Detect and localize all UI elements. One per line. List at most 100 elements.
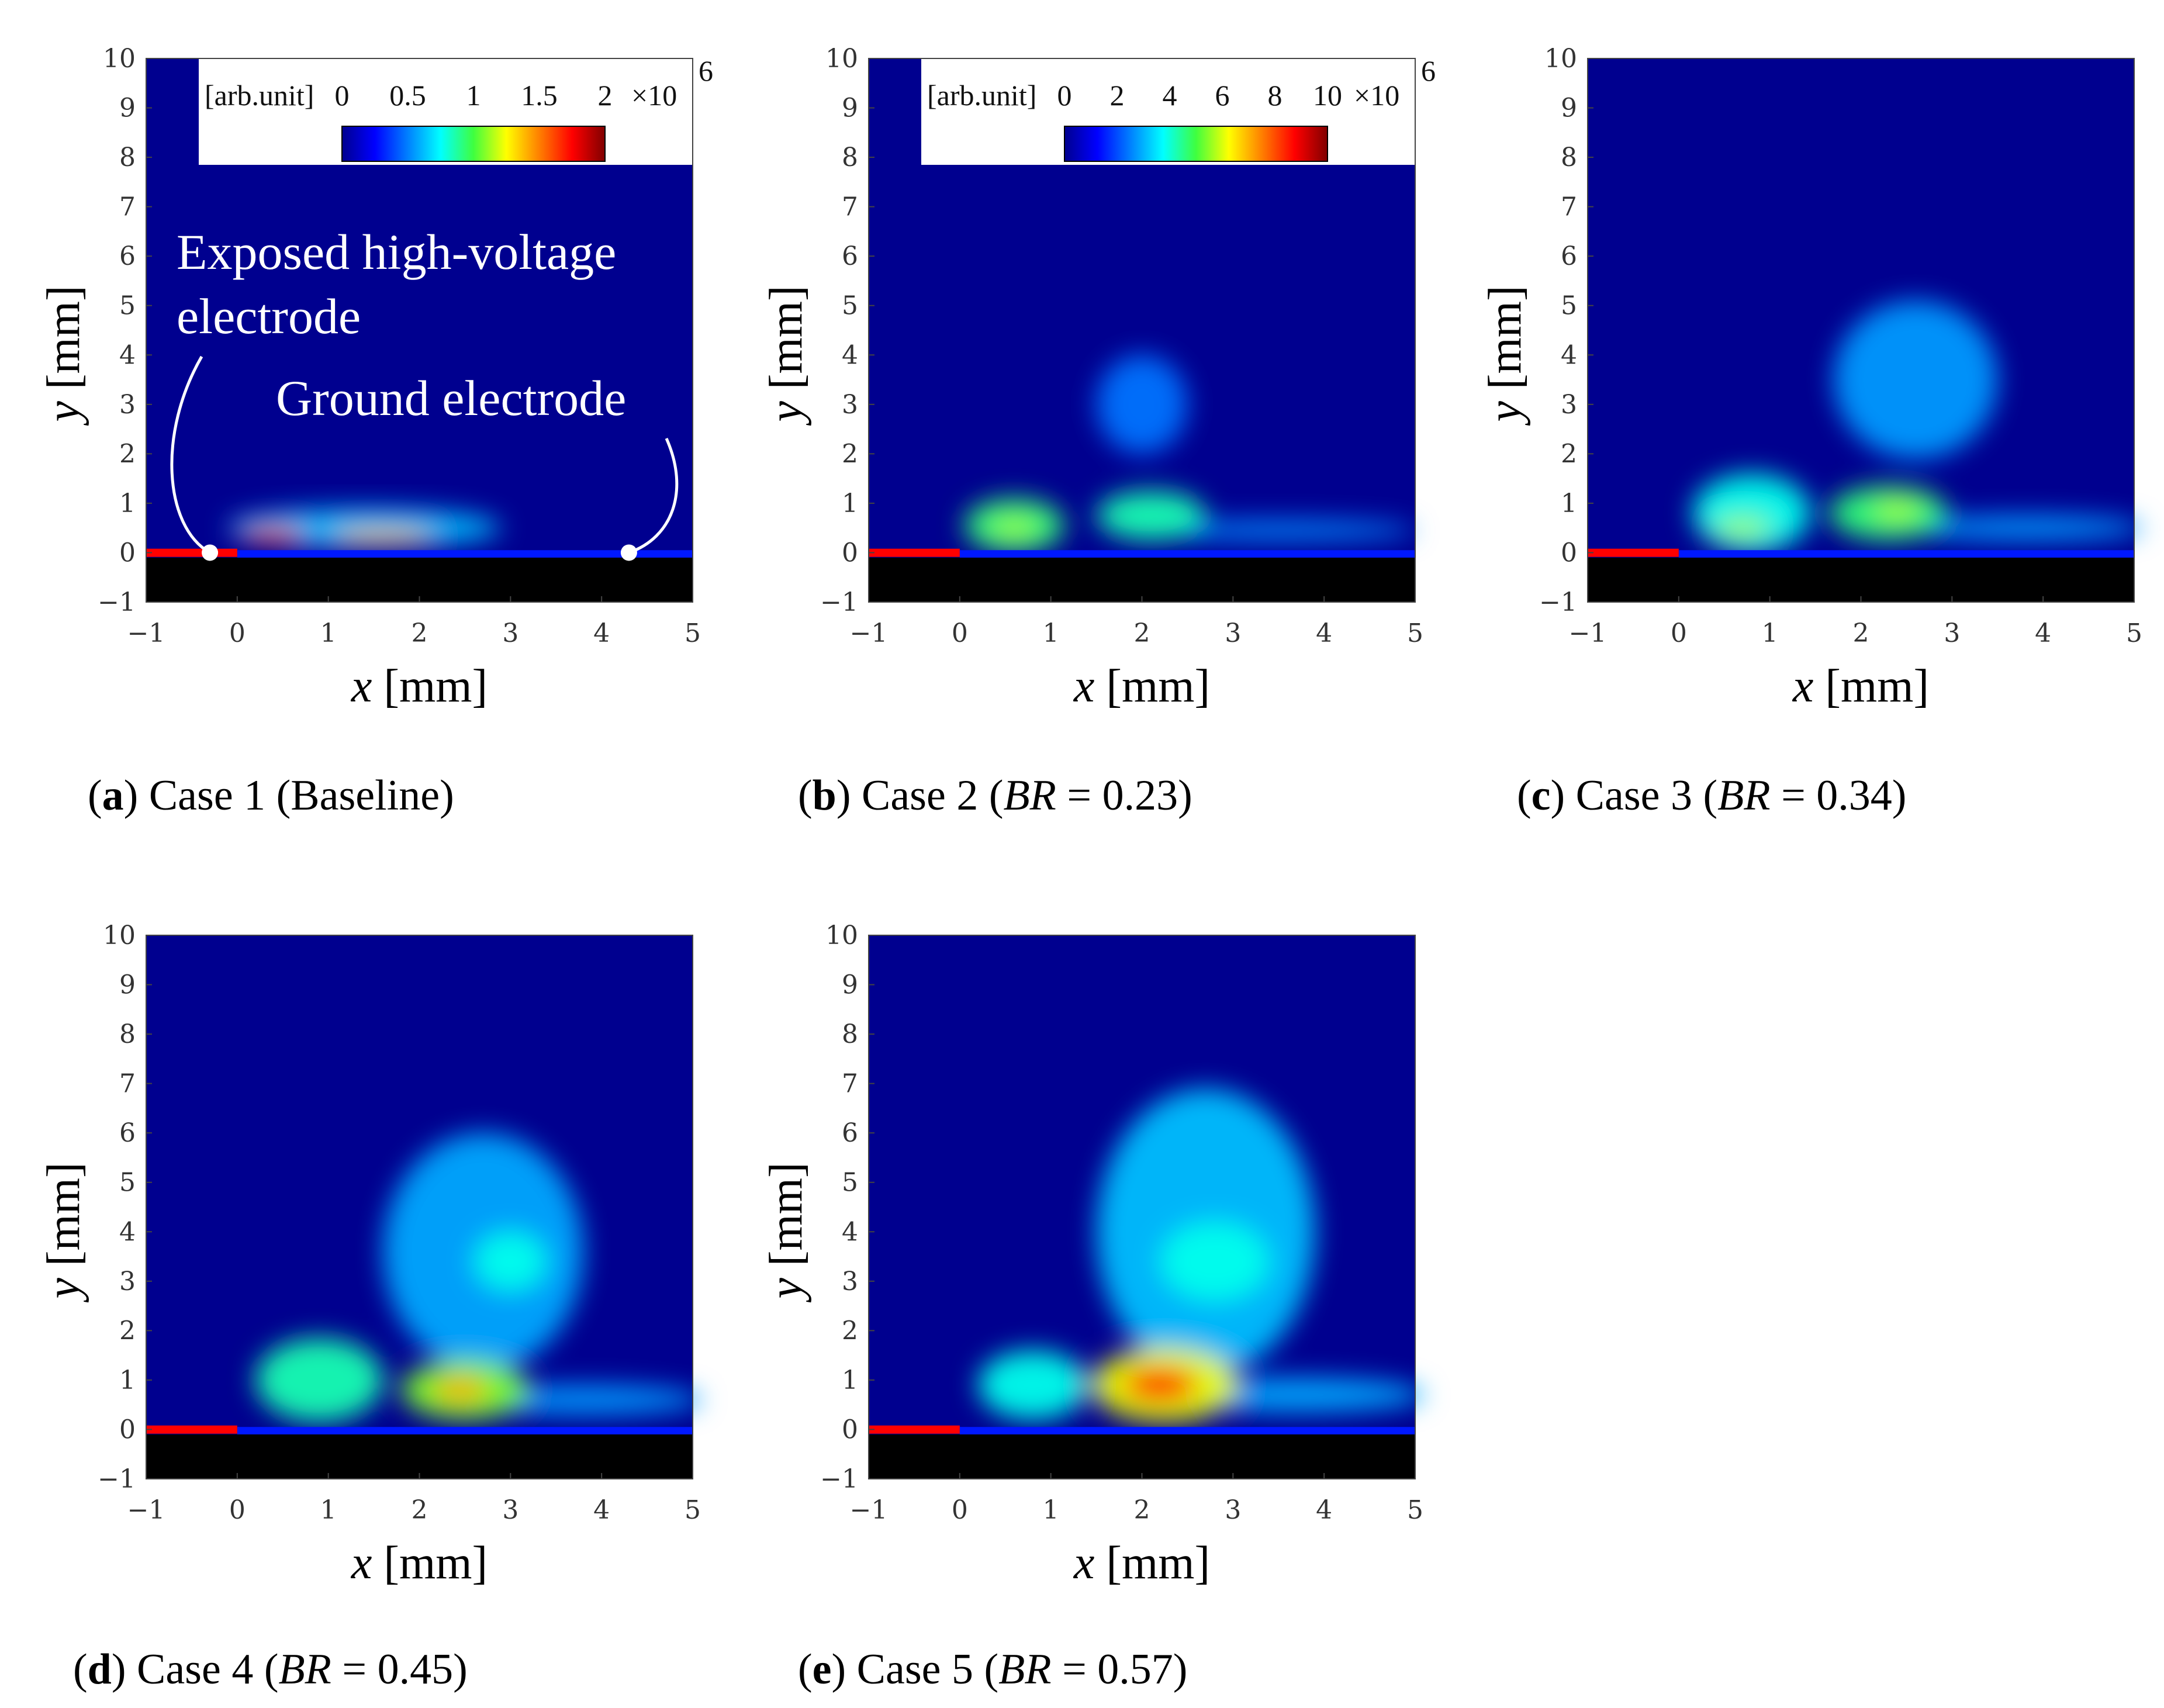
panel-a: [arb.unit] 0 0.5 1 1.5 2 ×10 6 −1 0 1 2 3 4 5 6 7 8 9 10 −1 0… [38, 44, 713, 820]
y-tick-label: 0 [842, 1415, 858, 1444]
exposed-electrode [146, 1425, 237, 1434]
caption-text: Case 5 ( [846, 1645, 998, 1693]
heat-field [1692, 300, 2144, 553]
y-tick-label: 3 [119, 1267, 136, 1296]
y-tick-label: 6 [1561, 241, 1577, 271]
y-tick-label: 1 [119, 1365, 136, 1395]
caption-paren: ( [798, 772, 813, 820]
x-axis-label: x [mm] [1792, 661, 1929, 712]
x-axis-label: x [mm] [1073, 661, 1210, 712]
panel-caption: (e) Case 5 (BR = 0.57) [798, 1645, 1187, 1693]
heat-blob [1715, 518, 1770, 537]
y-tick-label: 0 [842, 538, 858, 568]
caption-paren: ( [88, 772, 102, 820]
x-tick-label: 2 [1853, 618, 1869, 648]
colorbar-tick-label: 2 [1110, 79, 1125, 112]
y-tick-label: −1 [1539, 587, 1577, 617]
heat-blob [1096, 355, 1188, 454]
y-tick-label: 9 [1561, 94, 1577, 123]
y-tick-label: −1 [98, 587, 136, 617]
dielectric-region [869, 1434, 1415, 1479]
x-axis-variable: x [1792, 661, 1814, 712]
y-axis-unit: [mm] [1479, 285, 1531, 401]
x-tick-label: 3 [502, 1495, 518, 1525]
caption-paren: ) [832, 1645, 846, 1693]
caption-paren: ) [1551, 772, 1565, 820]
x-tick-label: −1 [850, 618, 888, 648]
heat-blob [255, 1338, 383, 1422]
y-tick-label: 2 [842, 1316, 858, 1346]
y-tick-label: 7 [842, 192, 858, 222]
x-tick-label: 2 [1134, 618, 1150, 648]
y-tick-label: 8 [842, 1019, 858, 1049]
caption-text: Case 1 (Baseline) [138, 772, 454, 820]
heat-blob [1096, 490, 1206, 541]
y-tick-label: 9 [842, 94, 858, 123]
x-tick-label: 4 [1316, 618, 1332, 648]
y-tick-label: 7 [842, 1069, 858, 1099]
ground-surface [1678, 550, 2134, 558]
y-tick-label: 1 [119, 489, 136, 518]
y-axis-unit: [mm] [38, 285, 89, 401]
y-tick-label: 2 [119, 1316, 136, 1346]
dielectric-region [869, 557, 1415, 602]
y-tick-label: 10 [825, 921, 858, 950]
heat-blob [1874, 502, 1920, 520]
leader-line-ground [628, 437, 679, 554]
y-axis-label: y [mm] [760, 1162, 812, 1302]
y-tick-label: 8 [842, 143, 858, 172]
exposed-electrode-marker [202, 544, 219, 561]
colorbar-tick-label: 1 [466, 79, 481, 112]
x-tick-label: 5 [685, 618, 701, 648]
x-tick-label: 3 [502, 618, 518, 648]
dielectric-region [146, 1434, 693, 1479]
x-axis-unit: [mm] [372, 661, 488, 712]
heat-blob [333, 529, 433, 544]
y-axis-variable: y [760, 1278, 812, 1303]
y-tick-label: 10 [825, 44, 858, 74]
y-tick-label: 6 [119, 241, 136, 271]
y-tick-label: 4 [119, 340, 136, 370]
heat-blob [1692, 473, 1811, 553]
y-tick-label: 7 [1561, 192, 1577, 222]
x-tick-label: 1 [1043, 618, 1059, 648]
ground-surface [237, 550, 693, 558]
caption-text: Case 4 ( [126, 1645, 278, 1693]
caption-letter: a [102, 772, 124, 820]
y-tick-label: 7 [119, 192, 136, 222]
caption-value: = 0.57) [1052, 1645, 1188, 1693]
dielectric-region [1588, 557, 2134, 602]
y-axis-label: y [mm] [1479, 285, 1531, 426]
y-tick-label: 10 [103, 921, 136, 950]
y-tick-label: 0 [119, 1415, 136, 1444]
caption-br: BR [1717, 772, 1770, 820]
caption-letter: b [813, 772, 836, 820]
y-tick-label: 3 [1561, 390, 1577, 420]
y-axis-variable: y [38, 401, 89, 426]
caption-value: = 0.23) [1056, 772, 1192, 820]
ground-surface [959, 1427, 1415, 1434]
colorbar-tick-label: 10 [1313, 79, 1342, 112]
caption-text: Case 2 ( [851, 772, 1003, 820]
caption-letter: c [1532, 772, 1551, 820]
x-tick-label: 4 [593, 1495, 610, 1525]
x-axis-unit: [mm] [1813, 661, 1929, 712]
x-axis-unit: [mm] [1094, 1537, 1210, 1589]
y-tick-label: −1 [98, 1464, 136, 1494]
y-tick-label: 10 [1544, 44, 1577, 74]
y-tick-label: 2 [119, 439, 136, 469]
x-tick-label: 0 [1671, 618, 1687, 648]
x-tick-label: 4 [1316, 1495, 1332, 1525]
colorbar-tick-label: 6 [1215, 79, 1230, 112]
x-axis-variable: x [1073, 661, 1095, 712]
colorbar-tick-label: 0 [335, 79, 350, 112]
panel-caption: (b) Case 2 (BR = 0.23) [798, 772, 1192, 820]
ground-surface [237, 1427, 693, 1434]
heat-blob [1142, 520, 1415, 541]
y-tick-label: 4 [842, 340, 858, 370]
y-tick-label: 9 [842, 970, 858, 1000]
colorbar-tick-label: 0.5 [389, 79, 426, 112]
caption-value: = 0.45) [331, 1645, 468, 1693]
y-tick-label: 3 [842, 390, 858, 420]
y-axis-unit: [mm] [760, 1162, 812, 1278]
